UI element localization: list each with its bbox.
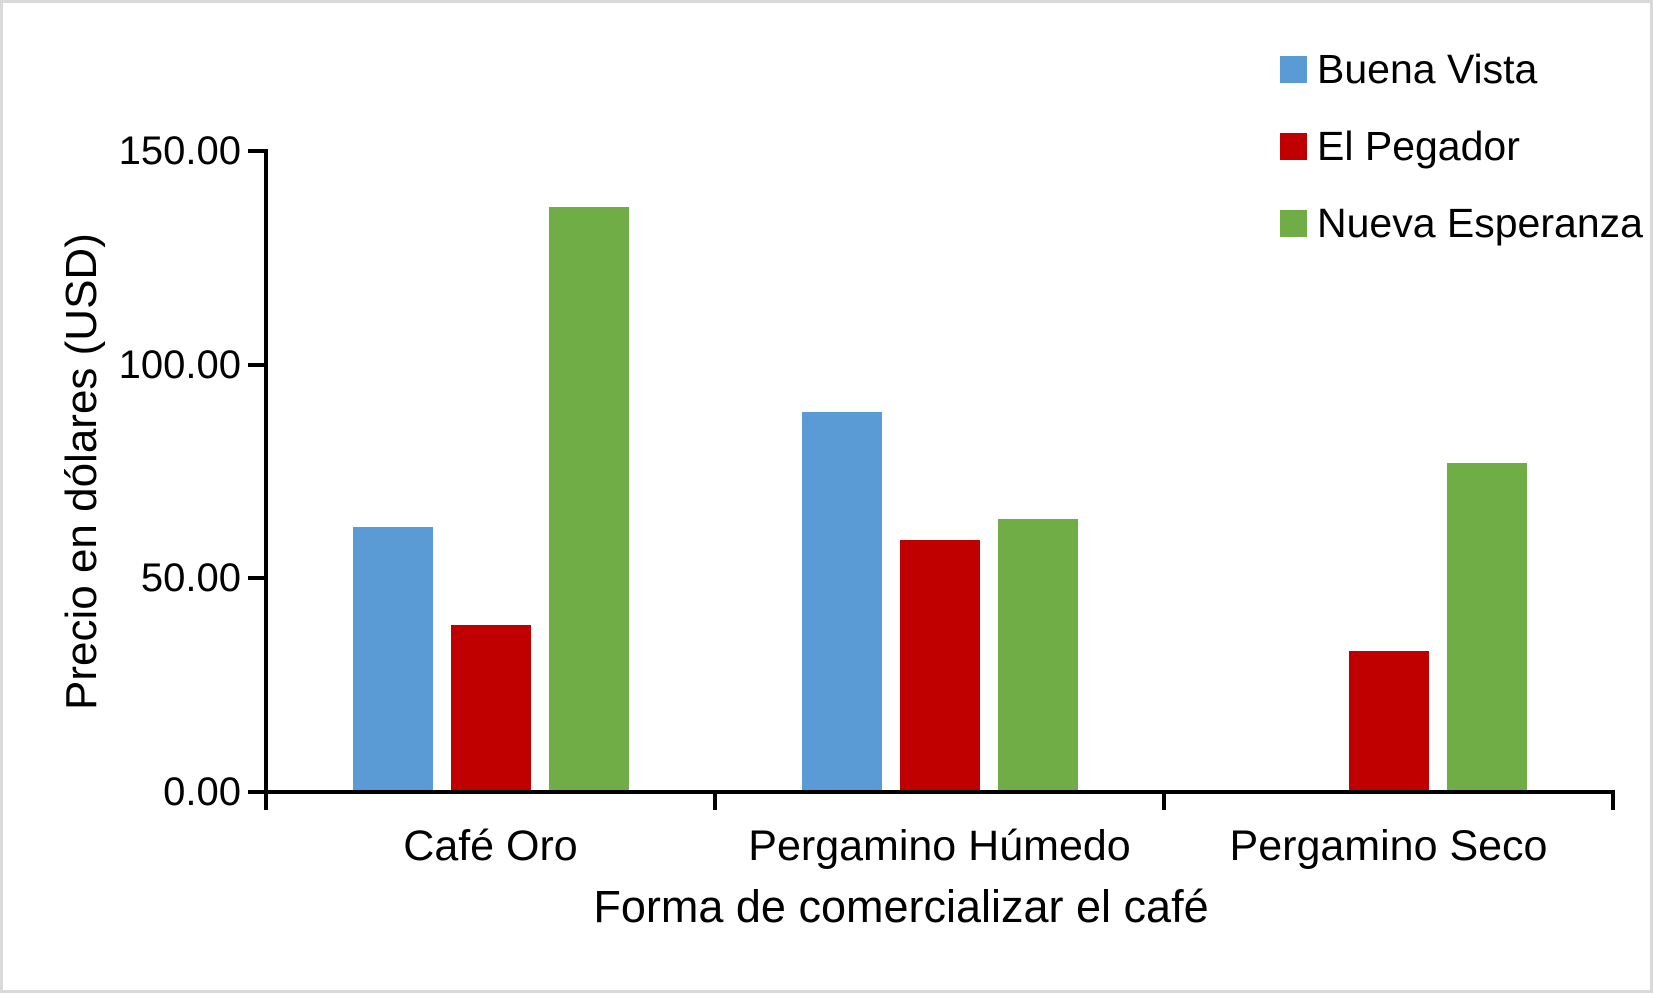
x-axis-title: Forma de comercializar el café xyxy=(593,881,1209,932)
y-tick-label: 50.00 xyxy=(140,556,241,601)
x-axis-line xyxy=(264,790,1615,794)
legend-label: Nueva Esperanza xyxy=(1317,199,1643,246)
y-tick xyxy=(248,149,266,153)
bar-el-pegador-café-oro xyxy=(450,625,531,792)
legend: Buena Vista El Pegador Nueva Esperanza xyxy=(1280,41,1643,272)
bar-nueva-esperanza-pergamino-húmedo xyxy=(997,518,1078,792)
x-tick xyxy=(713,790,717,810)
x-category-label-café-oro: Café Oro xyxy=(403,822,578,870)
legend-swatch-el-pegador xyxy=(1280,132,1307,160)
bar-nueva-esperanza-café-oro xyxy=(548,206,629,792)
y-tick-label: 100.00 xyxy=(118,342,241,387)
bar-buena-vista-pergamino-húmedo xyxy=(801,411,882,792)
bar-el-pegador-pergamino-seco xyxy=(1348,650,1429,792)
y-tick xyxy=(248,576,266,581)
bar-el-pegador-pergamino-húmedo xyxy=(899,539,980,792)
legend-swatch-nueva-esperanza xyxy=(1280,209,1307,237)
bar-nueva-esperanza-pergamino-seco xyxy=(1446,462,1527,792)
legend-label: Buena Vista xyxy=(1317,45,1538,92)
x-tick xyxy=(1162,790,1166,810)
legend-swatch-buena-vista xyxy=(1280,55,1307,83)
bar-buena-vista-café-oro xyxy=(352,527,433,792)
y-tick-label: 0.00 xyxy=(163,770,241,814)
x-category-label-pergamino-húmedo: Pergamino Húmedo xyxy=(748,822,1131,870)
y-tick xyxy=(248,790,266,794)
y-tick-label: 150.00 xyxy=(118,129,241,173)
legend-label: El Pegador xyxy=(1317,122,1520,169)
x-tick xyxy=(1611,790,1615,810)
legend-item-el-pegador: El Pegador xyxy=(1280,118,1643,174)
legend-item-buena-vista: Buena Vista xyxy=(1280,41,1643,97)
y-axis-title: Precio en dólares (USD) xyxy=(57,233,106,710)
y-axis-line xyxy=(264,149,268,794)
y-tick xyxy=(248,362,266,367)
legend-item-nueva-esperanza: Nueva Esperanza xyxy=(1280,195,1643,251)
x-category-label-pergamino-seco: Pergamino Seco xyxy=(1229,822,1548,870)
x-tick xyxy=(264,790,268,810)
